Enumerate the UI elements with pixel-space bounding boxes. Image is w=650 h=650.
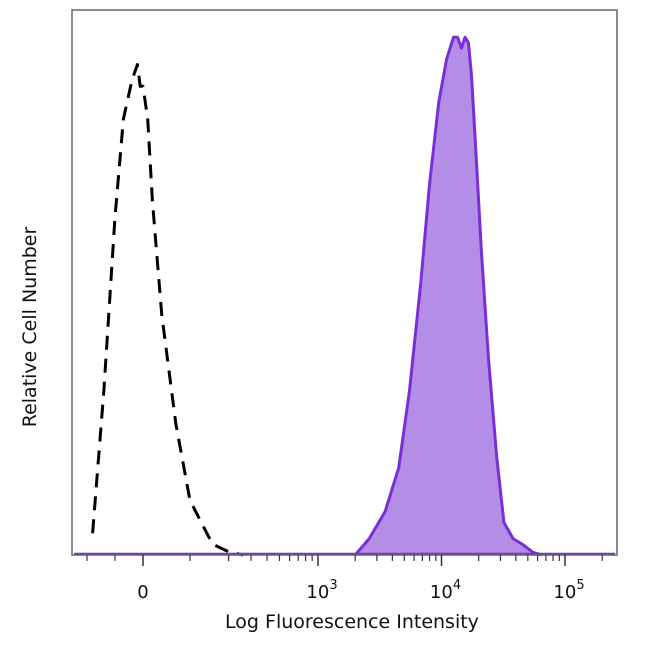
stained-histogram-line <box>354 35 543 557</box>
x-tick-label: 103 <box>306 578 337 603</box>
x-axis-ticks: 0 103 104 105 <box>86 555 603 603</box>
x-tick-label: 104 <box>430 578 461 603</box>
x-axis-label: Log Fluorescence Intensity <box>225 611 479 633</box>
x-tick-label: 0 <box>137 582 148 603</box>
x-tick-label: 105 <box>553 578 584 603</box>
plot-area <box>74 35 615 557</box>
plot-frame <box>71 9 618 556</box>
stained-histogram-fill <box>355 37 542 556</box>
y-axis-label: Relative Cell Number <box>19 227 41 428</box>
control-histogram-line <box>91 63 244 557</box>
